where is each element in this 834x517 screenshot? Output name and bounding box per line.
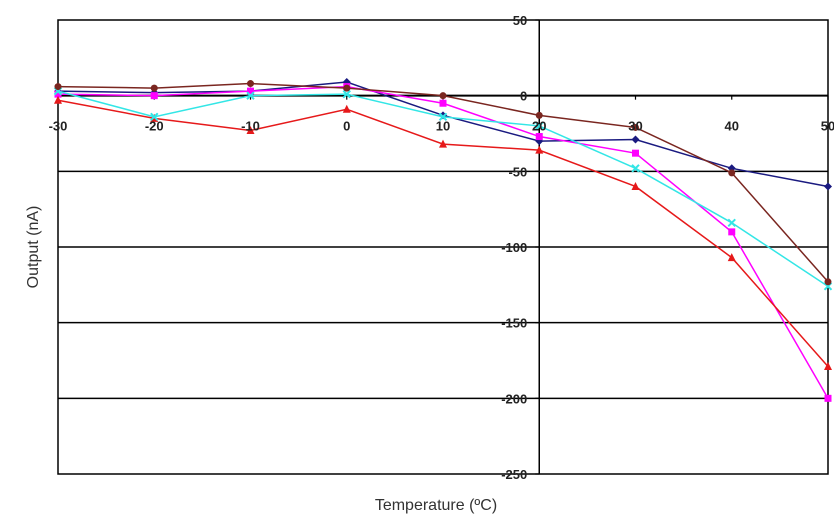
y-tick-label: -200 (501, 391, 527, 406)
data-point (54, 90, 62, 98)
data-point (631, 135, 640, 144)
tick-labels: -30 -20 -10 0 10 20 30 40 50500-50-100-150-200-2… (49, 13, 834, 482)
x-tick-label: 40 (725, 119, 739, 134)
data-point (535, 133, 543, 141)
data-point (824, 182, 832, 191)
data-point (631, 164, 640, 173)
y-tick-label: 50 (513, 13, 527, 28)
grid-lines (58, 170, 828, 400)
data-point (246, 91, 255, 100)
data-point (438, 112, 448, 122)
data-point (727, 218, 736, 227)
y-tick-label: -50 (508, 164, 527, 179)
data-point (247, 80, 254, 88)
data-point (824, 278, 832, 286)
y-tick-label: 0 (520, 89, 527, 104)
y-tick-label: -250 (501, 467, 527, 482)
data-point (632, 149, 639, 157)
data-point (150, 92, 158, 100)
x-tick-label: -30 (49, 119, 68, 134)
series-5 (54, 80, 832, 286)
series-layer (53, 78, 833, 402)
data-point (342, 104, 351, 113)
data-point (246, 125, 255, 134)
data-point (150, 84, 158, 92)
data-point (727, 253, 736, 262)
x-tick-label: 0 (343, 119, 350, 134)
data-point (631, 181, 640, 190)
data-point (439, 139, 447, 148)
x-tick-label: 10 (436, 119, 450, 134)
data-point (342, 89, 351, 99)
x-tick-label: -20 (145, 119, 164, 134)
data-point (728, 169, 736, 177)
data-point (535, 121, 544, 131)
data-point (54, 95, 62, 104)
y-tick-label: -150 (501, 316, 527, 331)
data-point (54, 83, 62, 91)
data-point (150, 112, 159, 122)
y-tick-label: -100 (501, 240, 527, 255)
x-axis-title: Temperature (ºC) (375, 497, 497, 514)
x-tick-label: 20 (532, 119, 546, 134)
data-point (824, 362, 832, 371)
data-point (439, 99, 447, 107)
data-point (728, 228, 736, 236)
data-point (343, 84, 351, 92)
x-tick-label: 50 (821, 119, 834, 134)
data-point (439, 92, 447, 100)
data-point (535, 145, 544, 154)
data-point (632, 123, 639, 131)
data-point (535, 111, 543, 119)
y-axis-title: Output (nA) (25, 206, 42, 289)
x-tick-label: 30 (628, 119, 642, 134)
x-tick-label: -10 (241, 119, 260, 134)
data-point (247, 87, 254, 95)
series-3 (54, 95, 832, 371)
data-point (824, 394, 832, 402)
